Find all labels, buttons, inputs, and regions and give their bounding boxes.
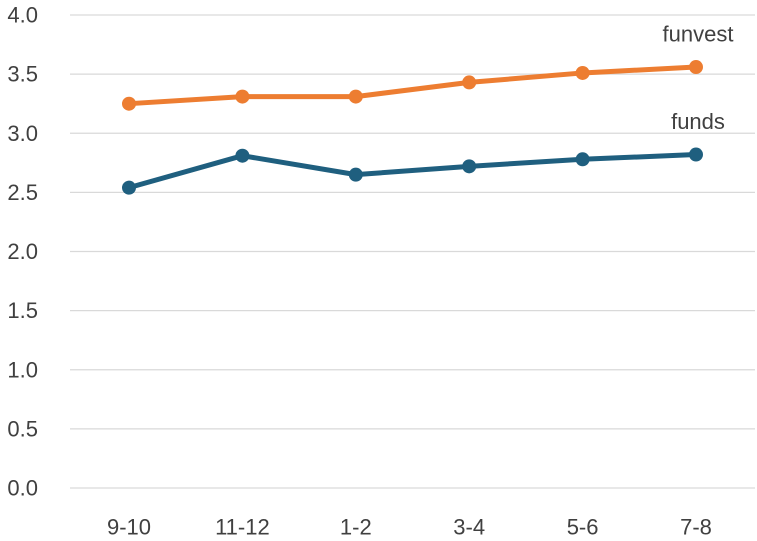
x-tick-label: 1-2 (340, 515, 372, 540)
series-layer (122, 60, 703, 195)
series-line-funvest (126, 64, 699, 107)
grid-lines (70, 14, 755, 489)
x-tick-label: 5-6 (567, 515, 599, 540)
y-axis-ticks: 0.0 0.5 1.0 1.5 2.0 2.5 3.0 3.5 4.0 (7, 3, 38, 501)
data-point-funvest (462, 75, 477, 90)
data-point-funvest (348, 89, 363, 104)
data-point-funvest (122, 96, 136, 111)
series-labels: funvest funds (663, 22, 734, 135)
data-point-funds (122, 180, 136, 195)
x-axis-ticks: 9-10 11-12 1-2 3-4 5-6 7-8 (107, 515, 712, 540)
series-funds (122, 147, 703, 195)
data-point-funds (575, 152, 590, 167)
y-tick-label: 0.0 (7, 476, 38, 501)
y-tick-label: 1.5 (7, 298, 38, 323)
y-tick-label: 0.5 (7, 416, 38, 441)
y-tick-label: 2.0 (7, 239, 38, 264)
x-tick-label: 9-10 (107, 515, 151, 540)
series-funvest (122, 60, 703, 111)
y-tick-label: 3.5 (7, 62, 38, 87)
series-label-funds: funds (671, 109, 725, 134)
x-tick-label: 11-12 (215, 515, 270, 540)
data-point-funvest (235, 89, 250, 104)
y-tick-label: 2.5 (7, 180, 38, 205)
data-point-funds (689, 147, 703, 162)
data-point-funvest (689, 60, 703, 75)
x-tick-label: 7-8 (680, 515, 712, 540)
x-tick-label: 3-4 (453, 515, 485, 540)
y-tick-label: 4.0 (7, 3, 38, 28)
y-tick-label: 3.0 (7, 121, 38, 146)
series-label-funvest: funvest (663, 22, 734, 47)
data-point-funds (235, 148, 250, 163)
series-line-funds (126, 152, 699, 191)
data-point-funds (348, 167, 363, 182)
data-point-funds (462, 159, 477, 174)
y-tick-label: 1.0 (7, 357, 38, 382)
data-point-funvest (575, 65, 590, 80)
